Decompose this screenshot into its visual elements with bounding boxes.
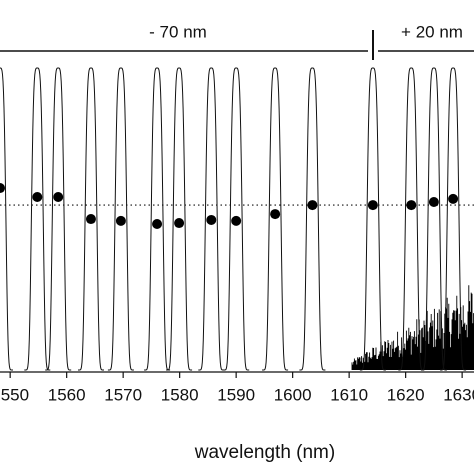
spectrum-peak	[198, 67, 225, 371]
spectrum-peak	[440, 67, 467, 371]
annotation: + 20 nm	[401, 22, 463, 41]
spectrum-peak	[398, 67, 425, 371]
peak-dot	[270, 209, 281, 220]
spectrum-peak	[107, 67, 134, 371]
peak-dot	[428, 196, 439, 207]
peak-dot	[307, 200, 318, 211]
spectrum-peak	[144, 67, 171, 371]
spectrum-peak	[78, 67, 104, 371]
spectrum-peak	[24, 67, 51, 371]
noise-floor	[351, 285, 474, 370]
peak-dot	[448, 193, 459, 204]
spectrum-peak	[166, 67, 193, 371]
x-tick-label: 1560	[48, 385, 86, 404]
peak-dot	[367, 200, 378, 211]
spectrum-peak	[299, 67, 326, 371]
x-tick-label: 1610	[330, 385, 368, 404]
x-tick-label: 1590	[217, 385, 255, 404]
peak-dot	[406, 200, 417, 211]
peak-dot	[206, 214, 217, 225]
x-tick-label: 1580	[161, 385, 199, 404]
x-tick-label: 1570	[104, 385, 142, 404]
peak-dot	[85, 214, 96, 225]
spectrum-peak	[359, 67, 386, 371]
peak-dot	[0, 183, 5, 194]
peak-dot	[152, 218, 163, 229]
spectrum-peak	[420, 67, 447, 371]
peak-dot	[231, 215, 242, 226]
peak-dot	[174, 218, 185, 229]
spectrum-peak	[45, 67, 72, 371]
peak-dot	[53, 192, 64, 203]
x-axis-label: wavelength (nm)	[194, 442, 335, 463]
x-tick-label: 1620	[387, 385, 425, 404]
x-tick-label: 1550	[0, 385, 29, 404]
x-tick-label: 1600	[274, 385, 312, 404]
peak-dot	[32, 192, 43, 203]
spectrum-peak	[0, 67, 13, 371]
peak-dot	[115, 215, 126, 226]
spectrum-peak	[262, 67, 289, 371]
x-tick-label: 1630	[443, 385, 474, 404]
annotation: - 70 nm	[149, 22, 207, 41]
spectrum-peak	[223, 67, 250, 371]
